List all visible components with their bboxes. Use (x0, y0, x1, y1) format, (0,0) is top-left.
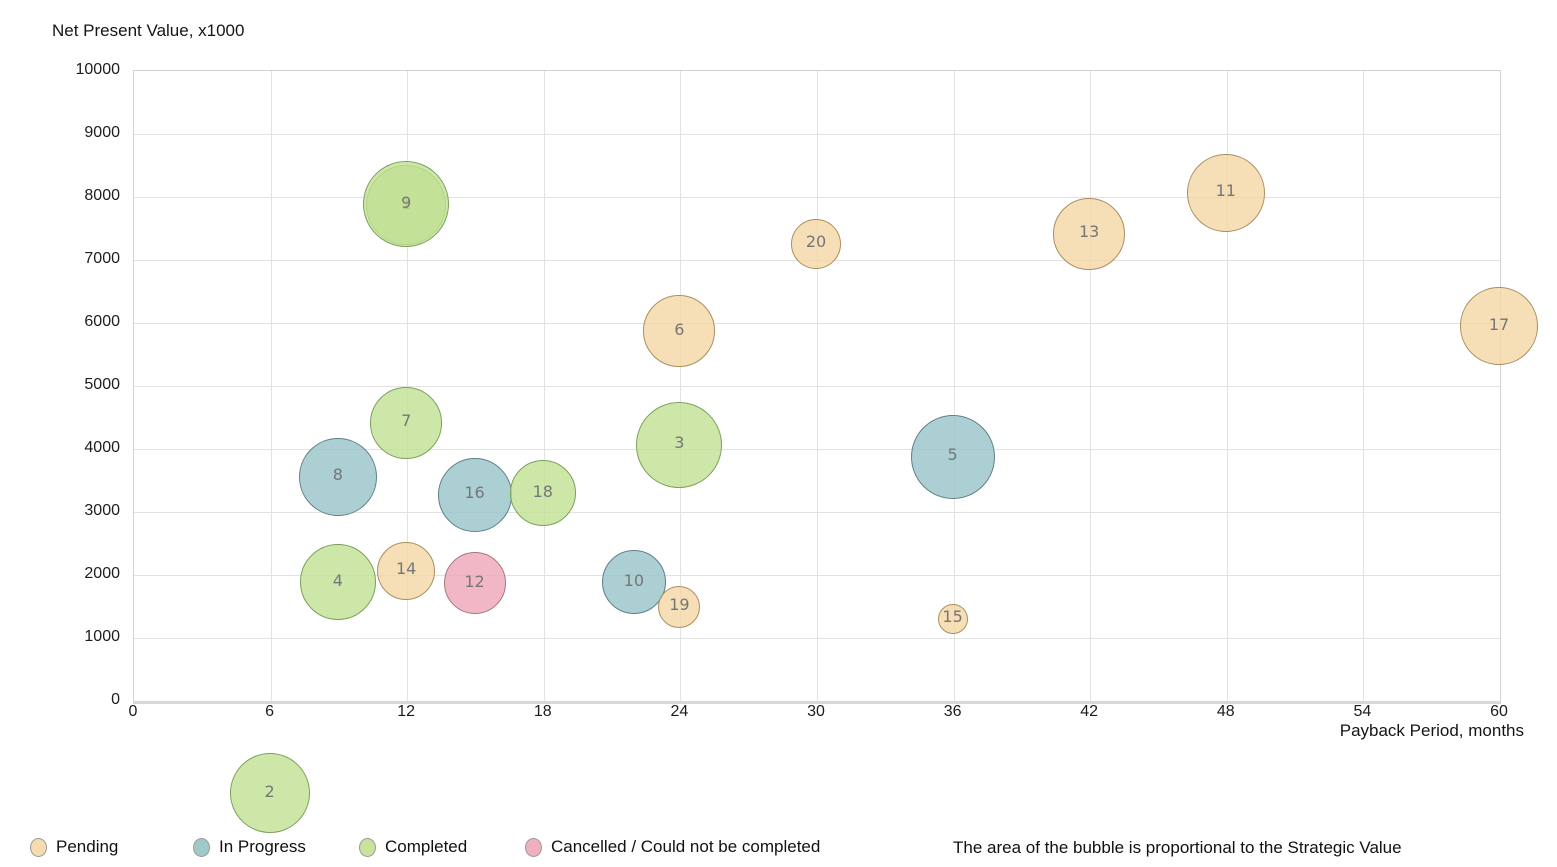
y-tick-label: 3000 (84, 502, 120, 519)
bubble-17[interactable]: 17 (1460, 287, 1538, 366)
bubble-14[interactable]: 14 (377, 541, 436, 600)
legend-label: Completed (385, 837, 468, 856)
bubble-9[interactable]: 9 (363, 161, 450, 248)
y-tick-label: 6000 (84, 313, 120, 330)
x-tick-label: 24 (670, 703, 689, 720)
bubble-label: 4 (332, 570, 343, 590)
y-tick-label: 9000 (84, 124, 120, 141)
bubble-12[interactable]: 12 (443, 552, 506, 615)
legend-item-cancelled[interactable]: Cancelled / Could not be completed (525, 836, 820, 858)
bubble-label: 10 (623, 570, 645, 590)
bubble-4[interactable]: 4 (299, 544, 376, 621)
legend-swatch-completed (359, 837, 376, 857)
bubble-label: 5 (947, 445, 958, 465)
horizontal-gridline (134, 449, 1500, 450)
x-tick-label: 30 (807, 703, 825, 720)
y-tick-label: 0 (111, 691, 120, 708)
legend-swatch-inprogress (193, 837, 210, 857)
y-tick-label: 7000 (84, 250, 120, 267)
horizontal-gridline (134, 323, 1500, 324)
x-tick-label: 60 (1490, 703, 1508, 720)
bubble-label: 14 (396, 559, 417, 579)
bubble-11[interactable]: 11 (1186, 153, 1265, 232)
y-axis-title: Net Present Value, x1000 (52, 21, 245, 40)
bubble-13[interactable]: 13 (1053, 197, 1126, 270)
horizontal-gridline (134, 134, 1500, 135)
bubble-19[interactable]: 19 (658, 585, 701, 628)
bubble-label: 7 (401, 411, 412, 431)
bubble-2[interactable]: 2 (229, 753, 310, 834)
bubble-label: 6 (674, 319, 685, 339)
bubble-16[interactable]: 16 (437, 457, 512, 532)
bubble-label: 18 (532, 481, 553, 501)
bubble-label: 8 (332, 465, 343, 485)
horizontal-gridline (134, 512, 1500, 513)
y-tick-label: 5000 (84, 376, 120, 393)
legend-item-pending[interactable]: Pending (30, 836, 118, 858)
x-tick-label: 0 (128, 703, 138, 720)
legend-swatch-cancelled (525, 837, 542, 857)
bubble-size-note: The area of the bubble is proportional t… (953, 838, 1402, 857)
x-tick-label: 54 (1353, 703, 1372, 720)
y-tick-label: 2000 (84, 565, 120, 582)
bubble-label: 15 (942, 607, 963, 627)
bubble-label: 16 (464, 483, 485, 503)
legend-item-inprogress[interactable]: In Progress (193, 836, 306, 858)
legend-label: Cancelled / Could not be completed (551, 837, 821, 856)
horizontal-gridline (134, 575, 1500, 576)
bubble-label: 13 (1079, 222, 1100, 242)
bubble-label: 19 (669, 595, 690, 615)
bubble-6[interactable]: 6 (643, 295, 716, 368)
bubble-label: 2 (264, 781, 275, 801)
bubble-18[interactable]: 18 (509, 460, 576, 527)
bubble-3[interactable]: 3 (636, 401, 723, 488)
y-tick-label: 1000 (84, 628, 120, 645)
bubble-label: 12 (464, 571, 485, 591)
x-tick-label: 12 (397, 703, 416, 720)
legend-label: Pending (56, 837, 119, 856)
y-tick-label: 10000 (75, 61, 121, 78)
y-tick-label: 4000 (84, 439, 120, 456)
bubble-10[interactable]: 10 (601, 550, 666, 615)
bubble-label: 20 (805, 232, 827, 252)
bubble-label: 17 (1488, 314, 1510, 334)
horizontal-gridline (134, 386, 1500, 387)
x-tick-label: 6 (265, 703, 275, 720)
bubble-5[interactable]: 5 (910, 414, 995, 499)
bubble-label: 9 (401, 192, 412, 212)
bubble-20[interactable]: 20 (791, 218, 841, 269)
x-tick-label: 36 (943, 703, 962, 720)
horizontal-gridline (134, 638, 1500, 639)
y-tick-label: 8000 (84, 187, 120, 204)
horizontal-gridline (134, 197, 1500, 198)
legend-item-completed[interactable]: Completed (359, 836, 467, 858)
legend-swatch-pending (30, 837, 47, 857)
legend-label: In Progress (219, 837, 306, 856)
bubble-8[interactable]: 8 (298, 437, 377, 516)
x-axis-title: Payback Period, months (1339, 721, 1524, 740)
x-tick-label: 18 (533, 703, 552, 720)
bubble-label: 11 (1215, 181, 1236, 201)
x-tick-label: 42 (1080, 703, 1099, 720)
bubble-7[interactable]: 7 (370, 386, 443, 459)
bubble-label: 3 (674, 433, 685, 453)
bubble-15[interactable]: 15 (937, 603, 968, 634)
x-tick-label: 48 (1216, 703, 1235, 720)
